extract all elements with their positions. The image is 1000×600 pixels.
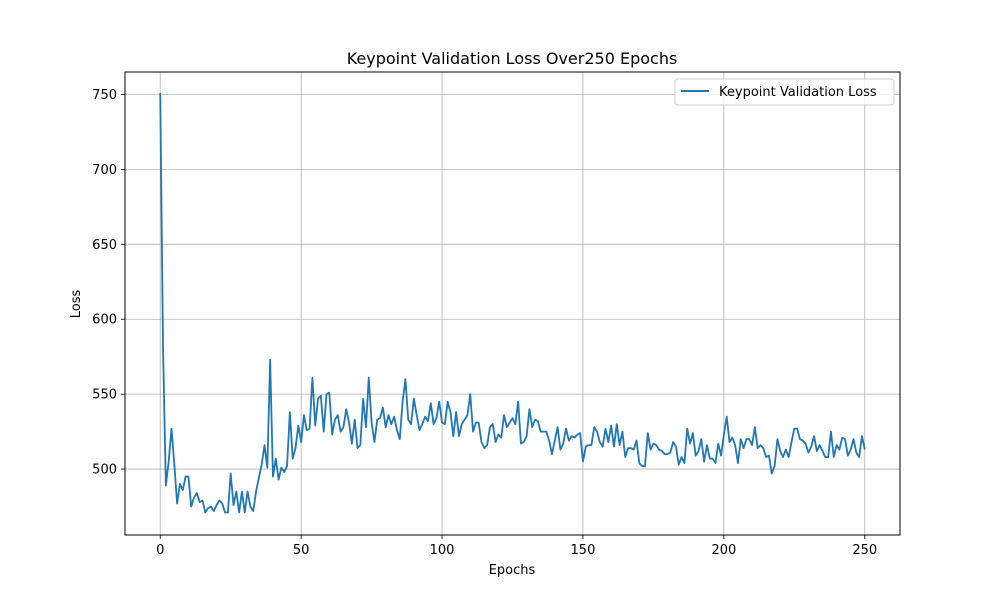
x-tick-label: 100 xyxy=(430,543,455,558)
legend: Keypoint Validation Loss xyxy=(674,78,895,106)
y-tick-label: 700 xyxy=(92,163,117,178)
y-tick-label: 500 xyxy=(92,463,117,478)
y-axis-title: Loss xyxy=(69,290,84,319)
x-tick-label: 250 xyxy=(852,543,877,558)
axis-ticks: 0 50 100 150 200 250 500 550 600 650 700 750 xyxy=(92,88,877,558)
series-line xyxy=(159,92,866,514)
y-tick-label: 650 xyxy=(92,238,117,253)
x-tick-label: 200 xyxy=(711,543,736,558)
y-tick-label: 550 xyxy=(92,388,117,403)
y-tick-label: 750 xyxy=(92,88,117,103)
x-tick-label: 150 xyxy=(571,543,596,558)
chart-title: Keypoint Validation Loss Over250 Epochs xyxy=(347,49,678,68)
x-tick-label: 0 xyxy=(156,543,164,558)
x-tick-label: 50 xyxy=(293,543,310,558)
y-tick-label: 600 xyxy=(92,313,117,328)
plot-frame xyxy=(124,71,901,536)
legend-box xyxy=(674,78,895,106)
x-axis-title: Epochs xyxy=(489,563,536,578)
series-lines xyxy=(159,92,866,514)
legend-label: Keypoint Validation Loss xyxy=(719,85,877,100)
